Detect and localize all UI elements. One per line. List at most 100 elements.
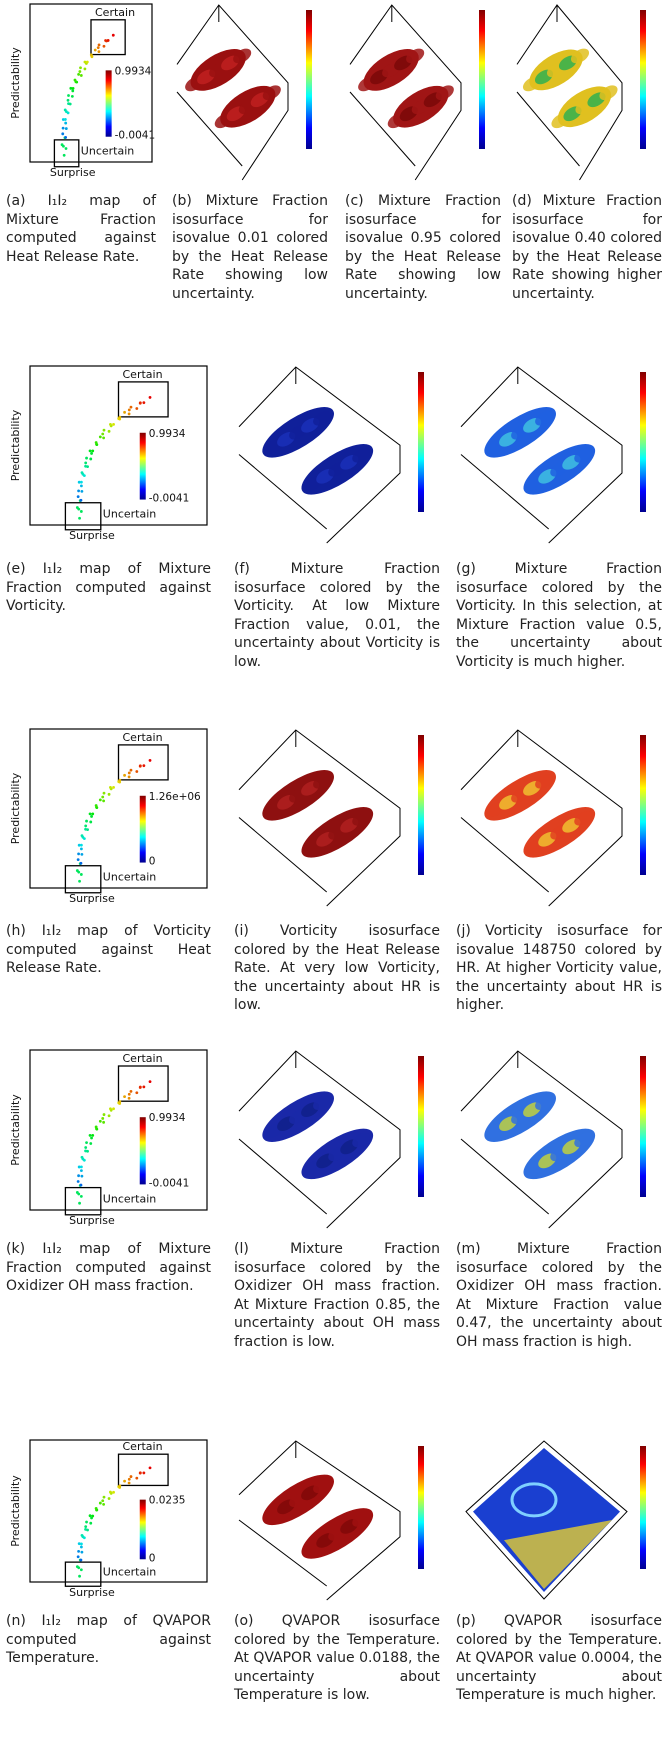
colorbar — [640, 1446, 646, 1569]
caption: (f) Mixture Fraction isosurface colored … — [234, 560, 440, 671]
map-point — [80, 852, 84, 856]
map-point — [127, 1096, 131, 1100]
map-point — [86, 1528, 89, 1532]
map-point — [80, 1542, 83, 1546]
map-point — [107, 429, 111, 433]
map-point — [78, 1574, 81, 1578]
map-point — [83, 67, 87, 71]
isosurface-detail — [535, 410, 554, 426]
caption-label: (d) — [512, 193, 532, 209]
isosurface-detail — [233, 48, 252, 64]
certain-box — [117, 1453, 169, 1487]
certain-box — [117, 1065, 169, 1102]
map-point — [78, 1201, 81, 1205]
caption-text: Mixture Fraction isosurface for isovalue… — [512, 193, 662, 302]
uncertain-box — [53, 139, 80, 168]
map-point — [88, 449, 92, 453]
caption-text: Mixture Fraction isosurface colored by t… — [456, 561, 662, 670]
map-point — [127, 775, 131, 779]
map-point — [76, 495, 80, 499]
map-point — [76, 1180, 80, 1183]
map-point — [80, 843, 83, 847]
map-point — [148, 396, 152, 399]
map-point — [79, 1568, 83, 1572]
figure-panel — [460, 729, 646, 907]
map-point — [77, 1542, 81, 1546]
map-point — [89, 820, 93, 824]
map-point — [88, 1514, 92, 1518]
map-point — [91, 1514, 95, 1518]
caption-label: (f) — [234, 561, 250, 577]
colorbar — [139, 795, 146, 863]
map-point — [104, 39, 107, 42]
map-point — [89, 1521, 93, 1525]
caption: (o) QVAPOR isosurface colored by the Tem… — [234, 1612, 440, 1705]
map-point — [90, 452, 93, 455]
map-point — [111, 33, 115, 37]
caption-text: QVAPOR isosurface colored by the Tempera… — [456, 1613, 662, 1703]
certain-label: Certain — [123, 1440, 163, 1453]
map-point — [98, 1501, 102, 1505]
map-point — [98, 798, 102, 802]
map-point — [64, 135, 68, 139]
map-point — [60, 143, 64, 147]
domain-box — [238, 454, 328, 530]
figure-panel — [349, 4, 485, 181]
map-point — [79, 74, 83, 77]
caption-label: (m) — [456, 1241, 481, 1257]
colorbar — [139, 432, 146, 500]
map-point — [123, 773, 126, 777]
caption-label: (j) — [456, 923, 471, 939]
map-point — [78, 70, 82, 73]
map-point — [123, 1479, 126, 1483]
map-point — [64, 121, 68, 125]
isosurface-detail — [574, 810, 593, 826]
caption-text: Vorticity isosurface for isovalue 148750… — [456, 923, 662, 1013]
domain-box — [238, 1519, 328, 1587]
caption: (m) Mixture Fraction isosurface colored … — [456, 1240, 662, 1351]
map-point — [77, 843, 81, 847]
figure-panel — [238, 1050, 424, 1229]
map-point — [84, 1146, 88, 1149]
map-point — [71, 86, 75, 90]
figure-panel: Predictability Surprise Certain Uncertain 0.… — [9, 3, 155, 179]
map-point — [129, 1089, 133, 1093]
map-point — [102, 791, 106, 795]
isosurface-detail — [574, 1132, 593, 1148]
map-point — [138, 764, 142, 768]
colorbar — [139, 1117, 146, 1185]
map-point — [94, 1125, 98, 1129]
uncertain-label: Uncertain — [103, 1193, 156, 1206]
map-point — [80, 484, 83, 488]
isosurface-detail — [574, 447, 593, 463]
certain-label: Certain — [123, 731, 163, 744]
map-point — [85, 1141, 88, 1145]
caption: (g) Mixture Fraction isosurface colored … — [456, 560, 662, 671]
surface — [473, 1448, 620, 1592]
map-point — [89, 457, 93, 461]
map-point — [77, 72, 81, 76]
caption: (n) I₁I₂ map of QVAPOR computed against … — [6, 1612, 211, 1668]
caption-label: (o) — [234, 1613, 254, 1629]
uncertain-box — [64, 502, 102, 531]
caption-label: (e) — [6, 561, 26, 577]
map-point — [80, 1545, 83, 1549]
map-point — [63, 118, 67, 121]
colorbar — [418, 372, 424, 512]
map-point — [138, 1085, 142, 1089]
map-point — [102, 799, 106, 803]
figure-panel: Predictability Surprise Certain Uncertain 0.… — [9, 1049, 208, 1227]
isosurface-detail — [313, 773, 332, 789]
colorbar-max: 0.9934 — [149, 428, 186, 440]
domain-box — [176, 91, 243, 167]
certain-label: Certain — [123, 368, 163, 381]
caption: (c) Mixture Fraction isosurface for isov… — [345, 192, 501, 303]
map-point — [118, 1100, 122, 1103]
map-point — [84, 461, 88, 465]
map-point — [75, 1565, 79, 1569]
map-point — [97, 43, 101, 47]
map-point — [61, 132, 65, 136]
map-point — [109, 422, 112, 426]
map-point — [84, 1525, 88, 1528]
